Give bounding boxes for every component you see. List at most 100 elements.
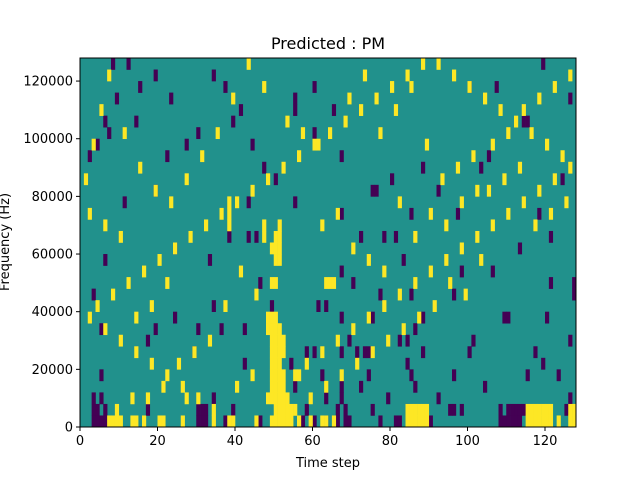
heatmap-cell-low	[494, 81, 499, 93]
heatmap-cell-high	[254, 288, 259, 301]
x-tick-label: 60	[304, 434, 321, 449]
heatmap-cell-low	[145, 334, 151, 347]
heatmap-cell-high	[273, 369, 278, 382]
heatmap-cell-high	[269, 357, 275, 370]
heatmap-cell-high	[231, 415, 236, 428]
heatmap-cell-high	[568, 403, 573, 416]
heatmap-cell-high	[397, 288, 402, 301]
heatmap-cell-high	[281, 403, 286, 416]
heatmap-cell-high	[421, 58, 426, 70]
heatmap-cell-high	[572, 403, 577, 416]
heatmap-cell-low	[339, 346, 344, 359]
heatmap-cell-high	[269, 392, 275, 405]
heatmap-cell-high	[541, 403, 546, 416]
heatmap-cell-high	[227, 196, 232, 209]
heatmap-cell-low	[393, 230, 399, 243]
heatmap-cell-low	[99, 415, 104, 428]
heatmap-cell-low	[126, 58, 131, 70]
heatmap-cell-low	[541, 357, 546, 370]
heatmap-cell-high	[548, 403, 554, 416]
heatmap-cell-high	[467, 81, 472, 93]
heatmap-cell-high	[196, 392, 201, 405]
heatmap-cell-high	[521, 104, 526, 116]
heatmap-cell-high	[355, 357, 360, 370]
heatmap-cell-low	[537, 207, 542, 220]
heatmap-cell-high	[114, 403, 120, 416]
heatmap-cell-high	[87, 311, 92, 324]
heatmap-cell-low	[339, 380, 344, 393]
heatmap-cell-low	[506, 415, 511, 428]
heatmap-cell-high	[188, 230, 193, 243]
heatmap-cell-high	[331, 415, 337, 428]
heatmap-cell-high	[142, 265, 147, 278]
heatmap-cell-low	[153, 323, 158, 336]
heatmap-cell-high	[277, 357, 282, 370]
heatmap-cell-high	[281, 415, 286, 428]
heatmap-cell-low	[568, 334, 573, 347]
heatmap-cell-low	[207, 254, 213, 266]
heatmap-cell-high	[552, 173, 557, 186]
heatmap-cell-high	[324, 380, 329, 393]
heatmap-cell-high	[161, 415, 166, 428]
plot-frame	[79, 57, 577, 428]
heatmap-cell-high	[281, 380, 286, 393]
heatmap-cell-low	[320, 369, 325, 382]
heatmap-cell-high	[111, 415, 116, 428]
y-axis: 0 20000 40000 60000 80000 100000 120000	[23, 75, 80, 436]
heatmap-cell-high	[269, 369, 275, 382]
heatmap-cell-high	[483, 92, 488, 105]
heatmap-cell-low	[393, 415, 399, 428]
heatmap-cell-low	[483, 380, 488, 393]
heatmap-cell-high	[103, 323, 108, 336]
heatmap-cell-high	[273, 392, 278, 405]
heatmap-cell-high	[533, 403, 538, 416]
heatmap-cell-high	[83, 173, 89, 186]
heatmap-cell-high	[564, 196, 569, 209]
heatmap-cell-high	[118, 334, 123, 347]
heatmap-cell-high	[285, 392, 290, 405]
heatmap-cell-low	[91, 403, 96, 416]
heatmap-cell-low	[204, 415, 209, 428]
heatmap-cell-low	[91, 415, 96, 428]
heatmap-cell-low	[293, 104, 298, 116]
heatmap-cell-high	[269, 277, 275, 289]
heatmap-cell-high	[285, 115, 290, 128]
heatmap-cell-low	[525, 369, 530, 382]
heatmap-cell-high	[521, 196, 526, 209]
heatmap-cell-high	[413, 230, 418, 243]
heatmap-cell-high	[382, 300, 387, 312]
heatmap-cell-low	[548, 277, 554, 289]
heatmap-cell-high	[568, 415, 573, 428]
heatmap-cell-high	[273, 380, 278, 393]
heatmap-cell-low	[390, 173, 395, 186]
heatmap-cell-low	[339, 265, 344, 278]
heatmap-cell-high	[421, 415, 426, 428]
heatmap-cell-high	[324, 277, 329, 289]
heatmap-cell-low	[572, 288, 577, 301]
heatmap-cell-high	[215, 127, 220, 140]
heatmap-cell-high	[537, 92, 542, 105]
heatmap-cell-high	[366, 254, 371, 266]
heatmap-cell-high	[556, 415, 561, 428]
heatmap-cell-low	[99, 392, 104, 405]
heatmap-cell-high	[165, 277, 170, 289]
heatmap-cell-high	[568, 69, 573, 82]
heatmap-cell-high	[277, 242, 282, 255]
heatmap-cell-high	[273, 277, 278, 289]
heatmap-cell-high	[517, 161, 523, 174]
heatmap-cell-low	[560, 173, 565, 186]
heatmap-cell-low	[165, 150, 170, 163]
heatmap-cell-high	[277, 254, 282, 266]
heatmap-cell-high	[537, 403, 542, 416]
heatmap-cell-low	[374, 184, 379, 197]
heatmap-cell-high	[281, 334, 286, 347]
heatmap-cell-high	[362, 69, 368, 82]
heatmap-cell-high	[320, 346, 325, 359]
y-tick-label: 80000	[32, 190, 73, 205]
x-axis: 0 20 40 60 80 100 120	[76, 427, 557, 449]
heatmap-cell-low	[452, 288, 457, 301]
heatmap-cell-high	[273, 311, 278, 324]
heatmap-cell-high	[324, 415, 329, 428]
heatmap-cell-low	[335, 415, 340, 428]
heatmap-cell-low	[145, 403, 151, 416]
